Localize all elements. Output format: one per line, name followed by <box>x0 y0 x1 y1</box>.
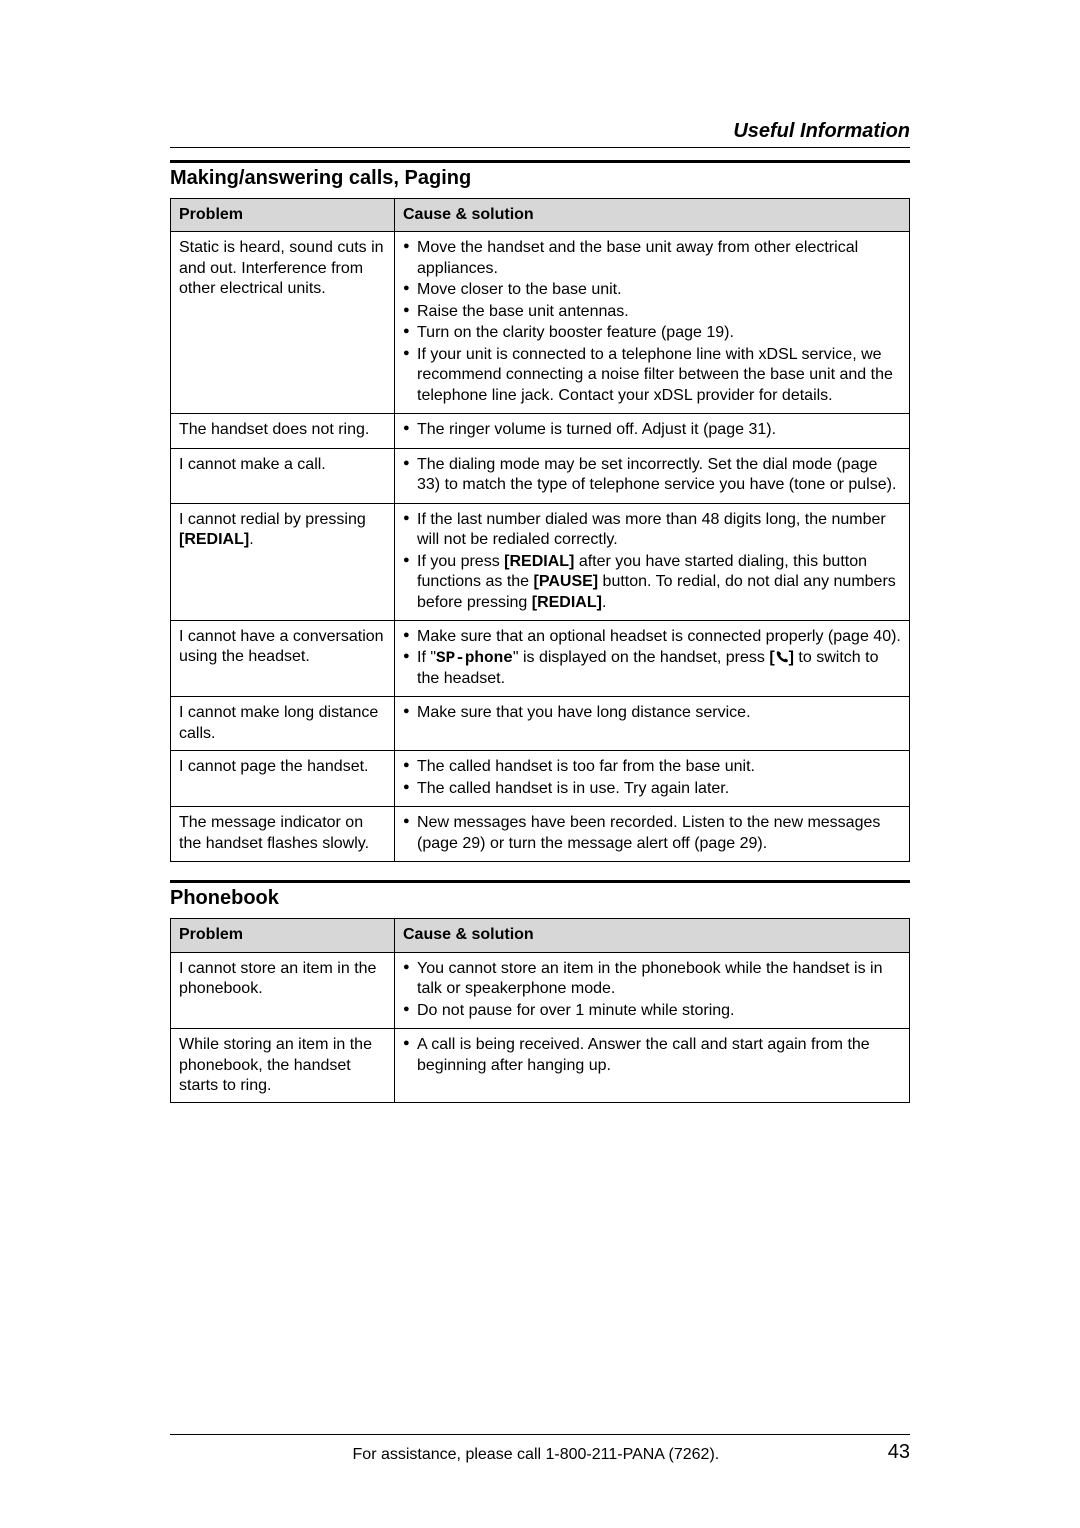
section-divider-1 <box>170 160 910 163</box>
cell-cause: New messages have been recorded. Listen … <box>395 807 910 862</box>
cell-problem: I cannot store an item in the phonebook. <box>171 952 395 1028</box>
bullet: Make sure that you have long distance se… <box>403 703 901 723</box>
bullet: Do not pause for over 1 minute while sto… <box>403 1001 901 1021</box>
cell-problem: I cannot make long distance calls. <box>171 697 395 751</box>
cell-cause: Make sure that you have long distance se… <box>395 697 910 751</box>
table-row: I cannot make long distance calls. Make … <box>171 697 910 751</box>
header-rule <box>170 147 910 148</box>
bullet: If the last number dialed was more than … <box>403 510 901 551</box>
cell-problem: The message indicator on the handset fla… <box>171 807 395 862</box>
bullet: If your unit is connected to a telephone… <box>403 345 901 406</box>
cell-problem: I cannot have a conversation using the h… <box>171 620 395 696</box>
table-row: The handset does not ring. The ringer vo… <box>171 414 910 448</box>
cell-problem: I cannot make a call. <box>171 448 395 503</box>
table-row: I cannot store an item in the phonebook.… <box>171 952 910 1028</box>
display-sp-phone: SP-phone <box>436 649 513 667</box>
cell-cause: Make sure that an optional headset is co… <box>395 620 910 696</box>
table-making-calls: Problem Cause & solution Static is heard… <box>170 198 910 862</box>
bullet: You cannot store an item in the phoneboo… <box>403 959 901 1000</box>
key-redial: [REDIAL] <box>532 594 602 611</box>
table-row: I cannot have a conversation using the h… <box>171 620 910 696</box>
text: If you press <box>417 553 504 570</box>
bullet: New messages have been recorded. Listen … <box>403 813 901 854</box>
cell-cause: If the last number dialed was more than … <box>395 503 910 620</box>
text: I cannot redial by pressing <box>179 511 366 528</box>
text: If " <box>417 649 436 666</box>
section-heading-making-calls: Making/answering calls, Paging <box>170 167 910 190</box>
footer-text: For assistance, please call 1-800-211-PA… <box>200 1446 872 1464</box>
bullet: Raise the base unit antennas. <box>403 302 901 322</box>
bullet: Move the handset and the base unit away … <box>403 238 901 279</box>
cell-cause: The ringer volume is turned off. Adjust … <box>395 414 910 448</box>
handset-icon <box>775 650 789 664</box>
bullet: A call is being received. Answer the cal… <box>403 1035 901 1076</box>
text: " is displayed on the handset, press <box>513 649 770 666</box>
cell-cause: The dialing mode may be set incorrectly.… <box>395 448 910 503</box>
cell-cause: Move the handset and the base unit away … <box>395 232 910 414</box>
section-heading-phonebook: Phonebook <box>170 887 910 910</box>
key-redial: [REDIAL] <box>179 531 249 548</box>
col-cause: Cause & solution <box>395 919 910 952</box>
table-row: I cannot page the handset. The called ha… <box>171 751 910 807</box>
bullet: Turn on the clarity booster feature (pag… <box>403 323 901 343</box>
table-row: I cannot make a call. The dialing mode m… <box>171 448 910 503</box>
table-header-row: Problem Cause & solution <box>171 919 910 952</box>
table-phonebook: Problem Cause & solution I cannot store … <box>170 918 910 1103</box>
key-redial: [REDIAL] <box>504 553 574 570</box>
cell-cause: A call is being received. Answer the cal… <box>395 1029 910 1103</box>
table-row: I cannot redial by pressing [REDIAL]. If… <box>171 503 910 620</box>
bullet: Move closer to the base unit. <box>403 280 901 300</box>
bullet: If "SP-phone" is displayed on the handse… <box>403 648 901 689</box>
bullet: The called handset is too far from the b… <box>403 757 901 777</box>
col-problem: Problem <box>171 919 395 952</box>
cell-problem: I cannot redial by pressing [REDIAL]. <box>171 503 395 620</box>
cell-cause: The called handset is too far from the b… <box>395 751 910 807</box>
cell-problem: While storing an item in the phonebook, … <box>171 1029 395 1103</box>
section-divider-2 <box>170 880 910 883</box>
table-header-row: Problem Cause & solution <box>171 199 910 232</box>
table-row: Static is heard, sound cuts in and out. … <box>171 232 910 414</box>
col-problem: Problem <box>171 199 395 232</box>
cell-cause: You cannot store an item in the phoneboo… <box>395 952 910 1028</box>
bullet: If you press [REDIAL] after you have sta… <box>403 552 901 613</box>
bullet: The ringer volume is turned off. Adjust … <box>403 420 901 440</box>
text: . <box>602 594 606 611</box>
text: . <box>249 531 253 548</box>
cell-problem: I cannot page the handset. <box>171 751 395 807</box>
bullet: The called handset is in use. Try again … <box>403 779 901 799</box>
page: Useful Information Making/answering call… <box>0 0 1080 1528</box>
bullet: Make sure that an optional headset is co… <box>403 627 901 647</box>
col-cause: Cause & solution <box>395 199 910 232</box>
table-row: The message indicator on the handset fla… <box>171 807 910 862</box>
page-number: 43 <box>872 1441 910 1464</box>
header-title: Useful Information <box>170 120 910 143</box>
footer: For assistance, please call 1-800-211-PA… <box>170 1434 910 1464</box>
key-pause: [PAUSE] <box>534 573 599 590</box>
table-row: While storing an item in the phonebook, … <box>171 1029 910 1103</box>
cell-problem: Static is heard, sound cuts in and out. … <box>171 232 395 414</box>
cell-problem: The handset does not ring. <box>171 414 395 448</box>
bullet: The dialing mode may be set incorrectly.… <box>403 455 901 496</box>
